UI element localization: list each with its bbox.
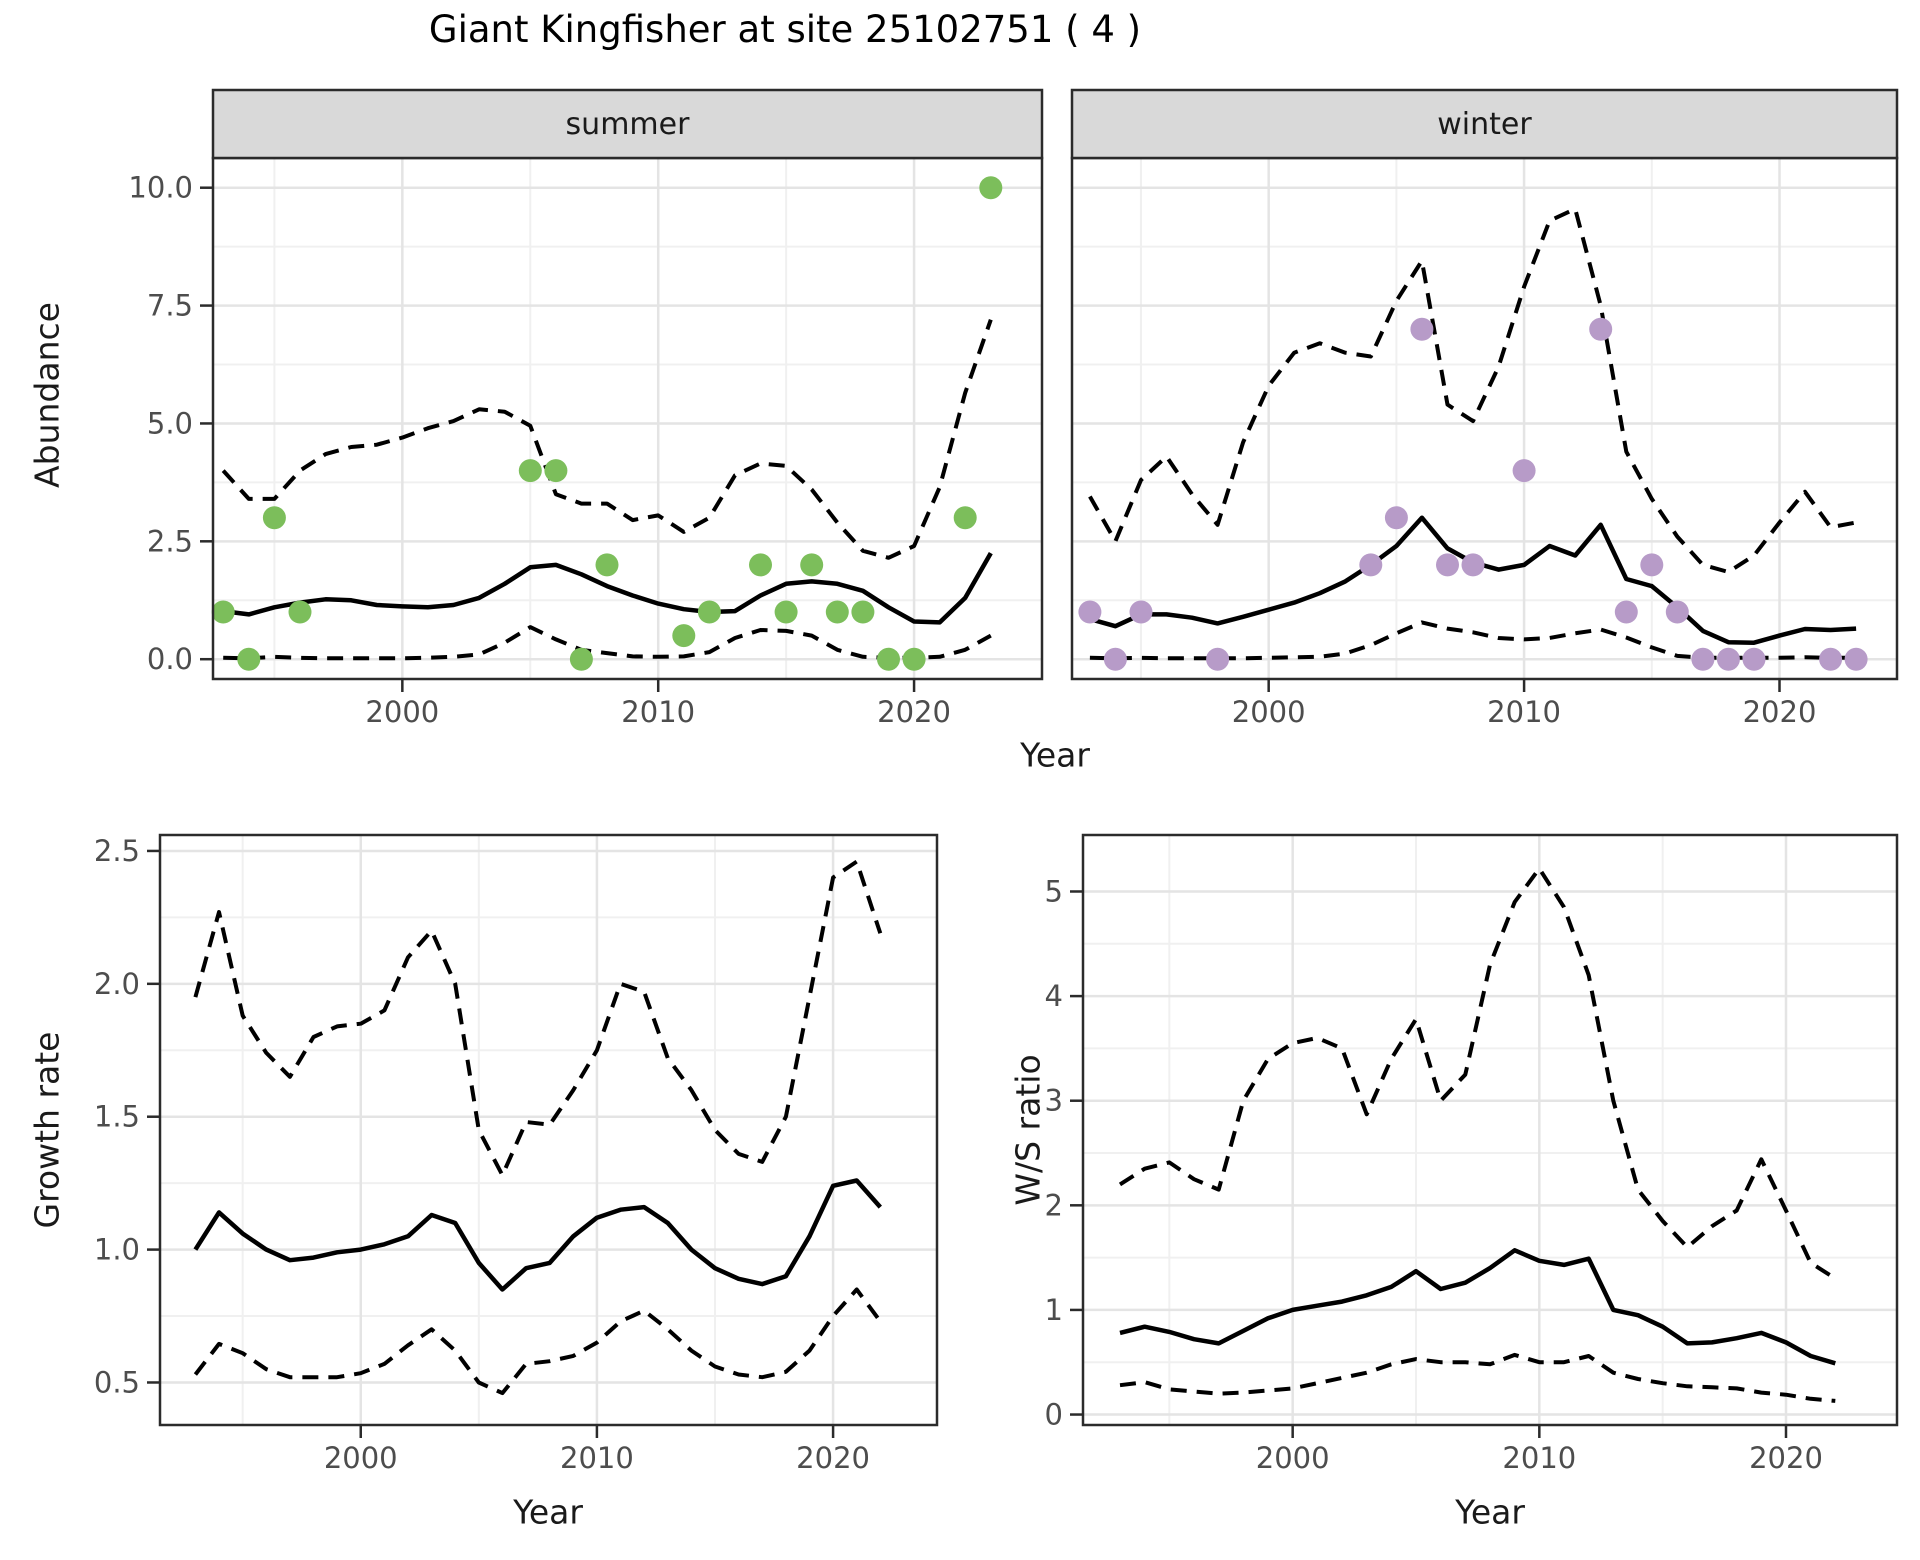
panel-border [158,833,939,1427]
y-tick-label: 4 [1045,979,1063,1013]
y-tick-label: 1.0 [94,1233,140,1267]
y-tick-label: 7.5 [147,289,193,323]
data-point [825,600,849,624]
facet-strip-label: winter [1437,107,1532,142]
data-point [1103,647,1127,671]
x-tick-label: 2020 [796,1441,870,1475]
x-axis-title-year-ws: Year [1455,1492,1525,1532]
x-tick-label: 2020 [1743,695,1817,729]
upper_ci-line [221,319,993,560]
data-point [262,506,286,530]
data-point [851,600,875,624]
plot-title: Giant Kingfisher at site 25102751 ( 4 ) [428,8,1142,51]
mean-line [1119,1248,1836,1366]
y-tick-label: 1 [1045,1293,1063,1327]
lower_ci-line [223,625,992,661]
data-point [800,553,824,577]
x-tick-label: 2010 [621,695,695,729]
data-point [774,600,798,624]
data-point [237,647,261,671]
y-tick-label: 2.0 [94,967,140,1001]
y-tick-label: 3 [1045,1084,1063,1118]
data-point [211,600,235,624]
x-tick-label: 2010 [1487,695,1561,729]
data-point [1640,553,1664,577]
data-point [1410,317,1434,341]
x-tick-label: 2020 [877,695,951,729]
upper_ci-line [193,859,883,1178]
upper_ci-line [1088,206,1857,574]
data-point [1844,647,1868,671]
x-tick-label: 2010 [1502,1441,1576,1475]
data-point [1819,647,1843,671]
y-tick-label: 1.5 [94,1100,140,1134]
x-tick-label: 2010 [560,1441,634,1475]
y-tick-label: 2 [1045,1188,1063,1222]
panel-ws: 2000 2010 2020 0 1 2 3 4 5 [1045,833,1899,1475]
data-point [1716,647,1740,671]
data-point [518,459,542,483]
x-tick-label: 2020 [1749,1441,1823,1475]
facet-strip [211,88,1044,160]
data-point [569,647,593,671]
data-point [1206,647,1230,671]
x-tick-label: 2000 [1232,695,1306,729]
data-point [1691,647,1715,671]
panel-summer: summer 2000 2010 2020 0.0 2.5 5.0 7.5 10.0 [128,88,1044,729]
y-tick-label: 0.5 [94,1365,140,1399]
data-point [1512,459,1536,483]
data-point [749,553,772,577]
data-point [672,624,696,648]
data-point [1614,600,1638,624]
y-tick-label: 5 [1045,874,1063,908]
lower_ci-line [193,1287,882,1396]
data-point [953,506,977,530]
panel-winter: winter 2000 2010 2020 [1070,88,1899,729]
panel-border [1081,833,1899,1427]
y-tick-label: 2.5 [94,834,140,868]
x-axis-title-year-top: Year [1020,735,1090,775]
data-point [877,647,900,671]
facet-strip-label: summer [566,107,691,142]
facet-strip [1070,88,1899,160]
data-point [595,553,619,577]
data-point [1129,600,1153,624]
data-point [288,600,312,624]
data-point [1436,553,1459,577]
y-tick-label: 0 [1045,1398,1063,1432]
mean-line [193,1178,882,1292]
x-axis-title-year-growth: Year [513,1492,583,1532]
lower_ci-line [1119,1352,1836,1403]
data-point [1461,553,1485,577]
x-tick-label: 2000 [1256,1441,1330,1475]
y-tick-label: 0.0 [147,642,193,676]
data-point [1384,506,1408,530]
data-point [1742,647,1766,671]
data-point [902,647,926,671]
data-point [697,600,721,624]
data-point [1078,600,1102,624]
panel-growth: 2000 2010 2020 0.5 1.0 1.5 2.0 2.5 [94,833,939,1475]
data-point [1665,600,1689,624]
mean-line [222,551,993,625]
x-tick-label: 2000 [324,1441,398,1475]
x-tick-label: 2000 [365,695,439,729]
y-tick-label: 10.0 [128,171,193,205]
y-tick-label: 2.5 [147,524,193,558]
data-point [979,176,1003,200]
data-point [544,459,568,483]
data-point [1359,553,1383,577]
y-tick-label: 5.0 [147,406,193,440]
data-point [1589,317,1613,341]
upper_ci-line [1118,866,1837,1281]
